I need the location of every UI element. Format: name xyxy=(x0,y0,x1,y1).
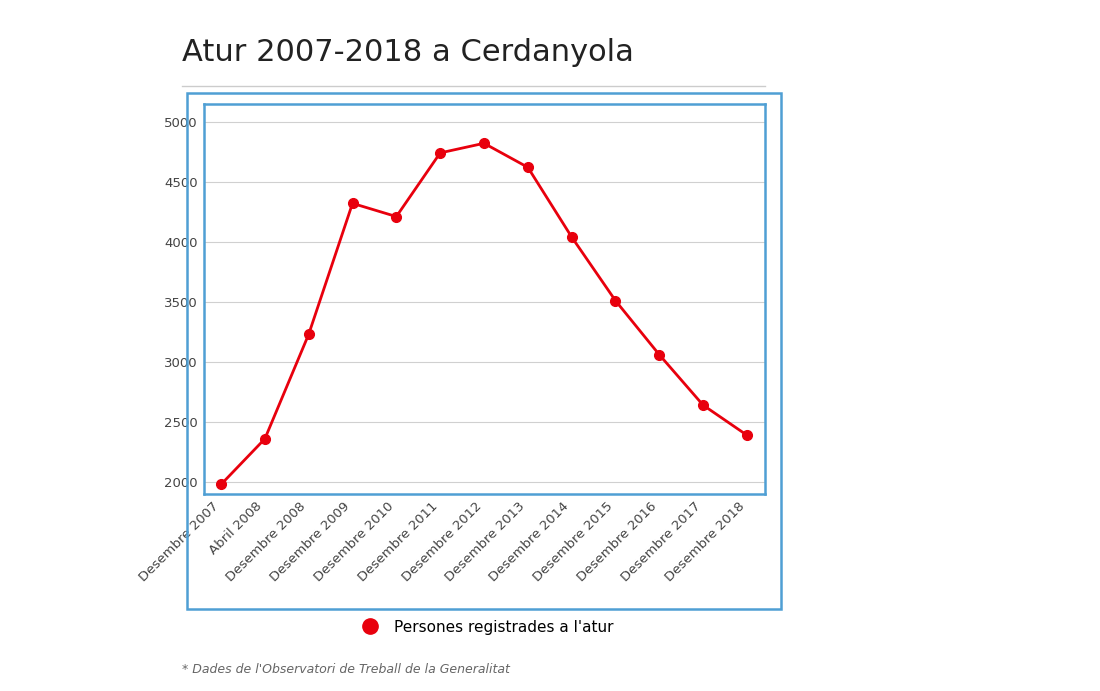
Text: Atur 2007-2018 a Cerdanyola: Atur 2007-2018 a Cerdanyola xyxy=(182,38,634,67)
Text: * Dades de l'Observatori de Treball de la Generalitat: * Dades de l'Observatori de Treball de l… xyxy=(182,663,509,676)
Legend: Persones registrades a l'atur: Persones registrades a l'atur xyxy=(354,620,614,635)
